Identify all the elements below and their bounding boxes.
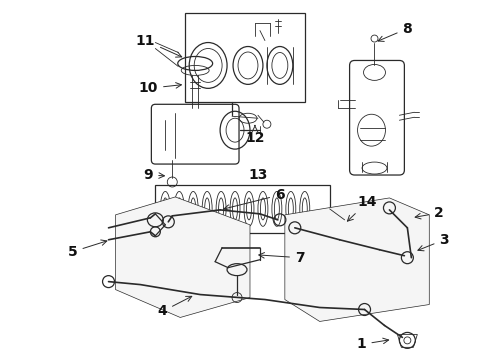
Text: 3: 3	[418, 233, 449, 251]
Text: 1: 1	[357, 337, 389, 351]
Bar	[155, 185, 330, 233]
Text: 9: 9	[144, 168, 165, 182]
Polygon shape	[285, 198, 429, 321]
Text: 11: 11	[136, 33, 182, 57]
Text: 10: 10	[139, 81, 181, 95]
Polygon shape	[116, 197, 250, 318]
Text: 5: 5	[68, 240, 107, 259]
Text: 13: 13	[248, 168, 268, 182]
Text: 14: 14	[347, 195, 377, 221]
Bar	[185, 13, 305, 102]
Text: 2: 2	[415, 206, 444, 220]
Text: 12: 12	[245, 126, 265, 145]
Text: 8: 8	[378, 22, 412, 41]
Text: 7: 7	[259, 251, 305, 265]
Text: 4: 4	[157, 296, 192, 319]
Text: 6: 6	[224, 188, 285, 210]
